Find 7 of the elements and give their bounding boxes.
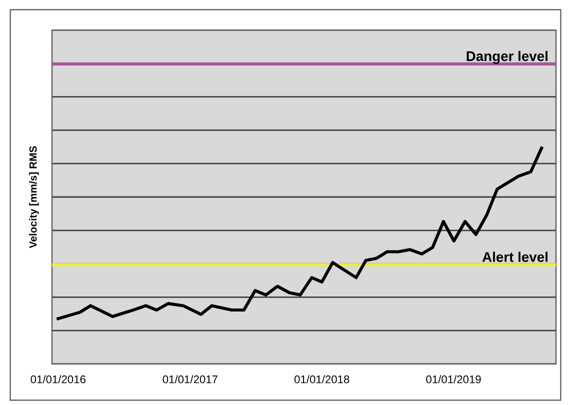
ref-line-label: Alert level — [482, 252, 548, 262]
x-tick-label: 01/01/2016 — [30, 375, 86, 384]
x-tick-label: 01/01/2019 — [426, 375, 481, 384]
y-axis-title: Velocity [mm/s] RMS — [29, 146, 39, 248]
x-tick-label: 01/01/2017 — [162, 375, 218, 384]
ref-line-label: Danger level — [466, 50, 548, 64]
x-tick-label: 01/01/2018 — [294, 375, 350, 384]
